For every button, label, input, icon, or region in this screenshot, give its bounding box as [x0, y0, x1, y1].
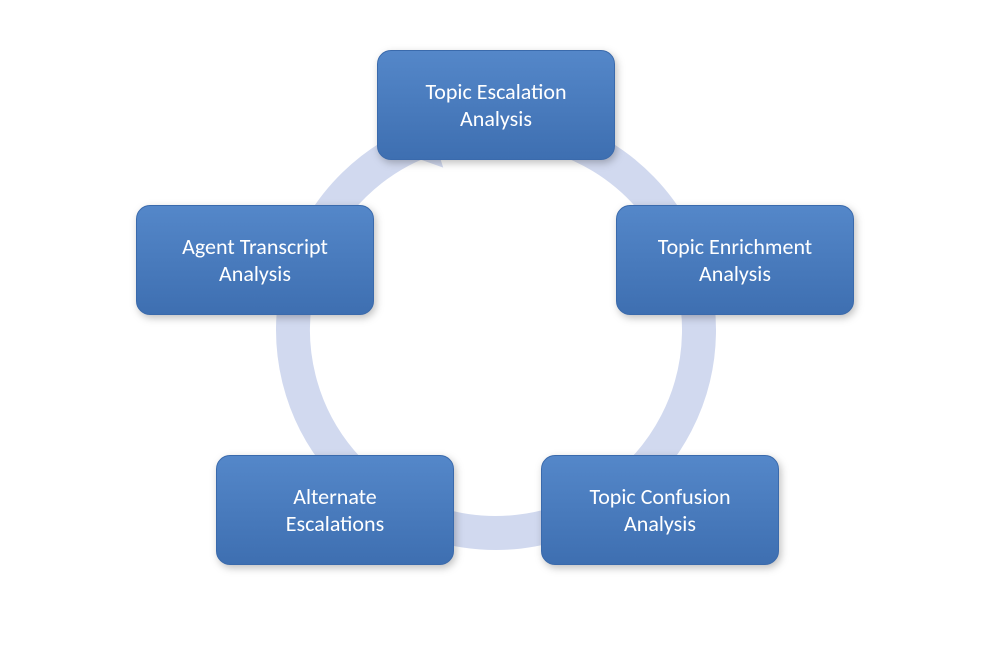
node-label: AlternateEscalations: [276, 483, 394, 538]
node-alternate-escalations: AlternateEscalations: [216, 455, 454, 565]
node-label: Topic EnrichmentAnalysis: [648, 233, 822, 288]
cycle-diagram: Topic EscalationAnalysis Topic Enrichmen…: [0, 0, 992, 654]
node-label: Topic EscalationAnalysis: [415, 78, 576, 133]
node-label: Agent TranscriptAnalysis: [172, 233, 338, 288]
node-topic-enrichment: Topic EnrichmentAnalysis: [616, 205, 854, 315]
node-topic-escalation: Topic EscalationAnalysis: [377, 50, 615, 160]
node-topic-confusion: Topic ConfusionAnalysis: [541, 455, 779, 565]
node-agent-transcript: Agent TranscriptAnalysis: [136, 205, 374, 315]
node-label: Topic ConfusionAnalysis: [579, 483, 740, 538]
